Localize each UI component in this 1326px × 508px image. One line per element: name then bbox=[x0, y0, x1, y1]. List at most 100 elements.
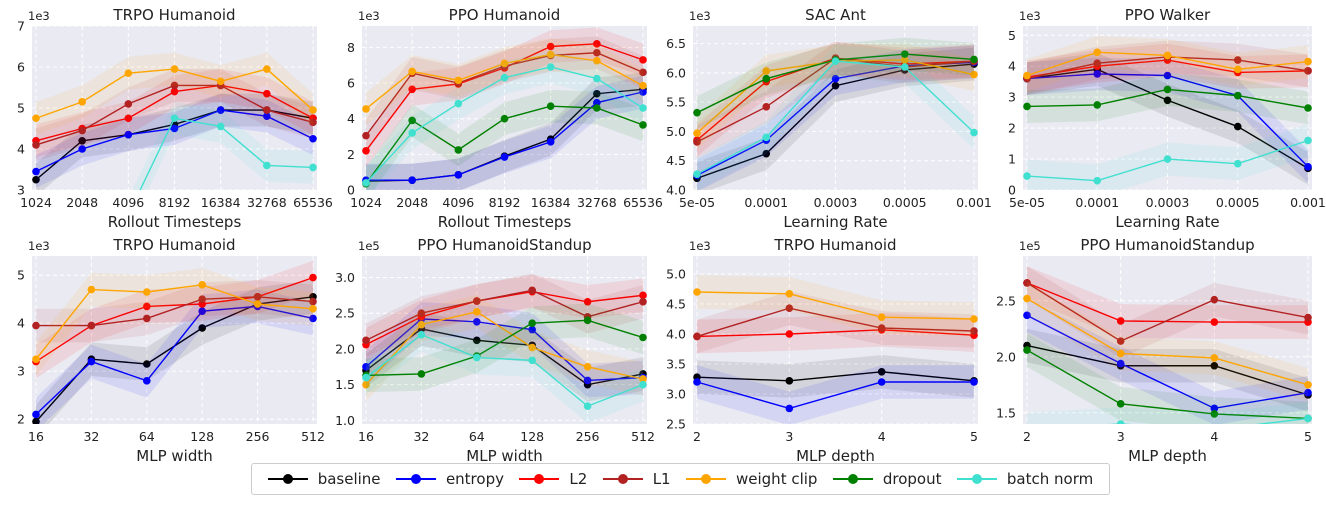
legend-item: L2 bbox=[519, 470, 587, 488]
confidence-band bbox=[1027, 266, 1308, 339]
x-tick-label: 4 bbox=[878, 429, 886, 444]
data-point bbox=[309, 314, 317, 323]
data-point bbox=[1304, 313, 1312, 322]
subplot-6: 16 32 64 128 256 512 1.0 1.5 2.0 2.5 3.0 PPO Humano… bbox=[335, 236, 655, 465]
confidence-band bbox=[36, 93, 313, 188]
x-tick-label: 0.0003 bbox=[814, 195, 858, 210]
data-point bbox=[32, 355, 40, 364]
data-point bbox=[877, 313, 886, 322]
legend-swatch bbox=[602, 472, 643, 486]
confidence-band bbox=[1027, 281, 1308, 402]
data-point bbox=[970, 70, 978, 79]
series-line bbox=[1026, 314, 1309, 410]
data-point bbox=[546, 138, 555, 146]
series-l2 bbox=[693, 313, 978, 354]
legend-item: weight clip bbox=[686, 470, 817, 488]
confidence-band bbox=[366, 312, 643, 402]
data-point bbox=[362, 105, 370, 113]
data-point bbox=[785, 290, 794, 298]
data-point bbox=[309, 305, 317, 313]
data-point bbox=[408, 116, 416, 125]
data-point bbox=[216, 106, 225, 114]
y-tick-label: 2 bbox=[1008, 121, 1016, 136]
x-axis-label: Rollout Timesteps bbox=[438, 213, 572, 231]
data-point bbox=[32, 167, 40, 176]
data-point bbox=[1210, 404, 1219, 413]
data-point bbox=[693, 170, 701, 178]
data-point bbox=[1093, 48, 1102, 57]
data-point bbox=[417, 320, 426, 329]
series-line bbox=[35, 284, 314, 360]
data-point bbox=[78, 145, 86, 153]
data-point bbox=[198, 307, 206, 316]
data-point bbox=[143, 302, 151, 311]
x-tick-label: 0.0001 bbox=[744, 195, 788, 210]
data-point bbox=[170, 124, 179, 133]
y-tick-label: 4 bbox=[17, 316, 25, 331]
data-point bbox=[87, 357, 96, 366]
data-point bbox=[309, 297, 317, 306]
data-point bbox=[1093, 59, 1102, 67]
x-axis-label: MLP width bbox=[136, 447, 212, 465]
data-point bbox=[1023, 172, 1031, 180]
x-axis-label: MLP depth bbox=[796, 447, 875, 465]
data-point bbox=[970, 128, 978, 137]
series-batch-norm bbox=[1027, 401, 1312, 424]
legend-item: batch norm bbox=[956, 470, 1093, 488]
x-tick-label: 4096 bbox=[112, 195, 144, 210]
y-tick-label: 2.0 bbox=[335, 341, 355, 356]
confidence-band bbox=[36, 93, 313, 190]
y-tick-label: 4 bbox=[1008, 59, 1016, 74]
data-point bbox=[546, 63, 555, 71]
series-line bbox=[1026, 282, 1308, 323]
data-point bbox=[1116, 337, 1125, 345]
subplot-3: 5e-05 0.0001 0.0003 0.0005 0.001 4.0 4.5 5.0 5.5… bbox=[666, 6, 992, 231]
y-tick-label: 2 bbox=[347, 147, 355, 162]
data-point bbox=[263, 106, 271, 114]
data-point bbox=[500, 114, 509, 123]
data-point bbox=[593, 48, 601, 57]
confidence-band bbox=[697, 37, 974, 130]
x-tick-label: 5e-05 bbox=[679, 195, 715, 210]
y-tick-label: 5 bbox=[17, 268, 25, 283]
data-point bbox=[309, 273, 317, 282]
data-point bbox=[1304, 57, 1312, 66]
data-point bbox=[970, 55, 978, 64]
data-point bbox=[639, 81, 647, 90]
data-point bbox=[970, 378, 978, 386]
y-axis-exponent: 1e3 bbox=[28, 9, 50, 23]
series-line bbox=[35, 305, 314, 415]
data-point bbox=[1233, 159, 1242, 168]
data-point bbox=[583, 376, 592, 385]
y-tick-label: 4 bbox=[17, 142, 25, 157]
y-tick-label: 5.0 bbox=[666, 124, 686, 139]
x-tick-label: 0.0005 bbox=[883, 195, 927, 210]
x-tick-label: 64 bbox=[469, 429, 485, 444]
data-point bbox=[1093, 70, 1102, 78]
data-point bbox=[309, 163, 317, 172]
data-point bbox=[831, 57, 840, 65]
confidence-band bbox=[1027, 298, 1308, 424]
data-point bbox=[500, 59, 509, 68]
data-point bbox=[528, 319, 536, 328]
legend-swatch bbox=[832, 472, 873, 486]
data-point bbox=[583, 402, 592, 410]
data-point bbox=[1163, 96, 1172, 105]
data-point bbox=[1210, 410, 1219, 418]
data-point bbox=[263, 65, 271, 73]
series-dropout bbox=[362, 303, 647, 393]
data-point bbox=[124, 130, 133, 139]
data-point bbox=[593, 104, 601, 112]
series-batch-norm bbox=[362, 50, 647, 190]
series-line bbox=[365, 311, 644, 386]
data-point bbox=[408, 176, 416, 184]
data-point bbox=[1304, 67, 1312, 75]
y-tick-label: 6 bbox=[347, 76, 355, 91]
y-axis-exponent: 1e3 bbox=[1019, 9, 1041, 23]
data-point bbox=[593, 56, 601, 65]
subplot-title: PPO Walker bbox=[1125, 6, 1211, 24]
data-point bbox=[1163, 155, 1172, 163]
confidence-band bbox=[697, 291, 974, 354]
y-tick-label: 6.5 bbox=[666, 36, 686, 51]
data-point bbox=[454, 76, 463, 85]
